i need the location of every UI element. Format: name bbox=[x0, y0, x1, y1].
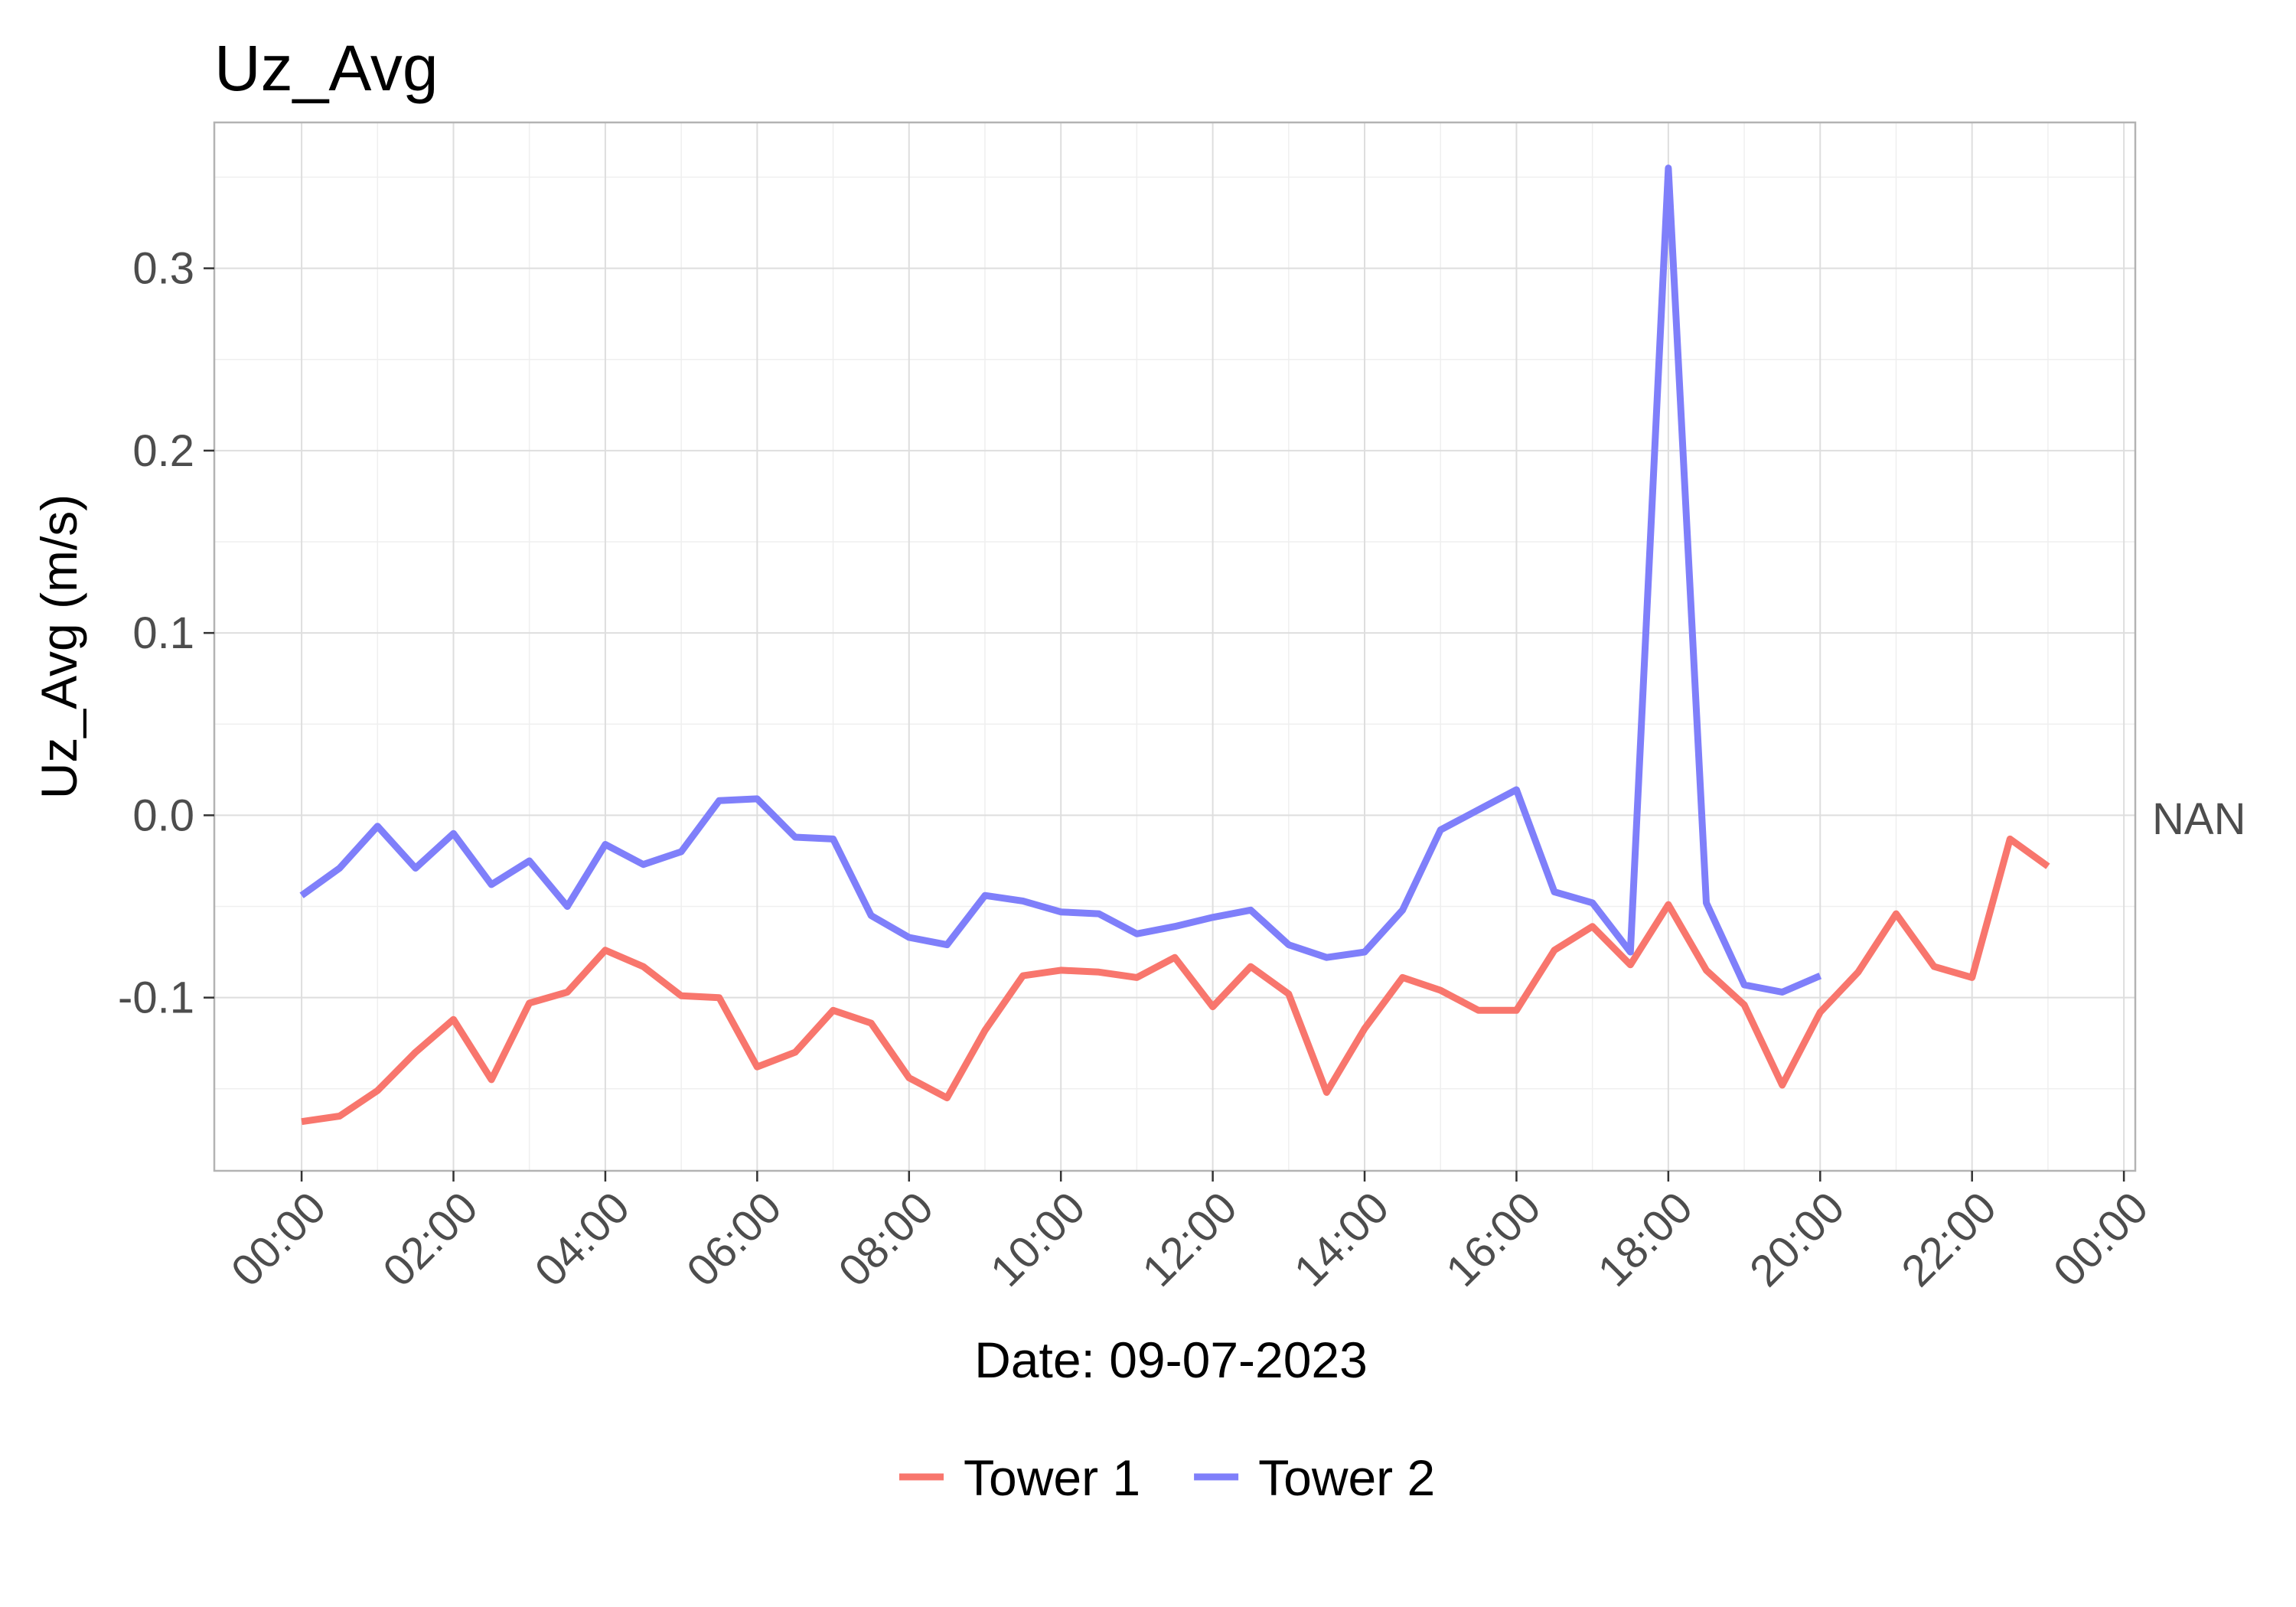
x-tick-label: 00:00 bbox=[222, 1182, 336, 1296]
x-tick-label: 02:00 bbox=[373, 1182, 488, 1296]
x-tick-label: 04:00 bbox=[526, 1182, 640, 1296]
x-tick-label: 20:00 bbox=[1740, 1182, 1854, 1296]
x-tick-label: 18:00 bbox=[1588, 1182, 1702, 1296]
x-tick-label: 10:00 bbox=[981, 1182, 1095, 1296]
x-axis: 00:00 02:00 04:00 06:00 08:00 10:00 12:00 14:00… bbox=[222, 1171, 2158, 1296]
x-tick-label: 14:00 bbox=[1285, 1182, 1399, 1296]
y-tick-label: 0.3 bbox=[132, 244, 194, 294]
x-tick-label: 06:00 bbox=[677, 1182, 791, 1296]
y-tick-label: -0.1 bbox=[118, 973, 194, 1023]
plot-panel bbox=[214, 122, 2135, 1171]
y-tick-label: 0.2 bbox=[132, 426, 194, 476]
y-axis: -0.1 0.0 0.1 0.2 0.3 bbox=[118, 244, 214, 1023]
series-line-tower-1 bbox=[301, 835, 2050, 1126]
y-axis-title: Uz_Avg (m/s) bbox=[31, 494, 87, 800]
x-tick-label: 16:00 bbox=[1437, 1182, 1551, 1296]
legend-label-tower-2: Tower 2 bbox=[1258, 1449, 1435, 1506]
series-layer bbox=[299, 165, 2050, 1126]
plot-panel-border bbox=[213, 121, 2137, 1172]
minor-gridlines bbox=[214, 122, 2135, 1171]
series-line-tower-2 bbox=[299, 165, 1822, 996]
x-axis-title: Date: 09-07-2023 bbox=[974, 1332, 1368, 1388]
x-tick-label: 08:00 bbox=[829, 1182, 943, 1296]
x-tick-label: 00:00 bbox=[2044, 1182, 2158, 1296]
x-tick-label: 22:00 bbox=[1892, 1182, 2006, 1296]
y-tick-label: 0.1 bbox=[132, 608, 194, 658]
legend-label-tower-1: Tower 1 bbox=[964, 1449, 1140, 1506]
legend: Tower 1 Tower 2 bbox=[899, 1449, 1435, 1506]
x-tick-label: 12:00 bbox=[1133, 1182, 1247, 1296]
chart-title: Uz_Avg bbox=[214, 32, 439, 104]
y-tick-label: 0.0 bbox=[132, 790, 194, 840]
right-axis-label: NAN bbox=[2152, 794, 2245, 844]
major-gridlines bbox=[214, 122, 2135, 1171]
